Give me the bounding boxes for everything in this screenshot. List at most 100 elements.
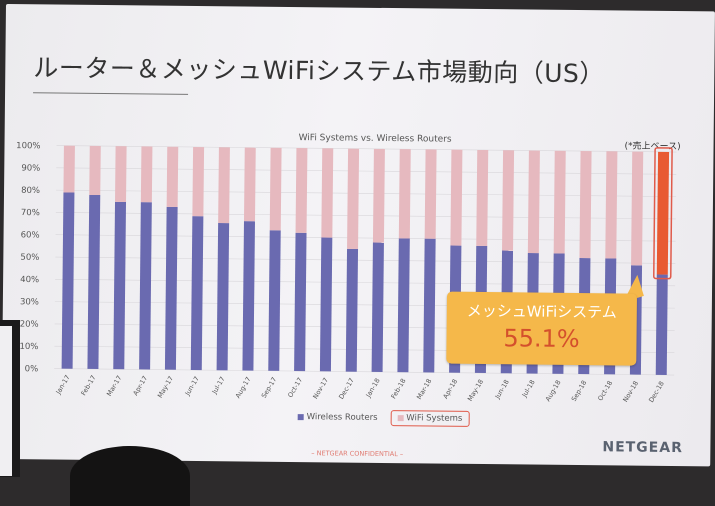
x-tick-label: Jun-17 — [183, 375, 201, 398]
callout-value: 55.1% — [503, 324, 580, 354]
x-tick-label: Feb-18 — [389, 377, 407, 400]
y-tick-label: 100% — [16, 141, 40, 151]
bar-wireless-routers — [216, 223, 230, 371]
x-tick-label: Jan-17 — [54, 374, 72, 397]
legend-item-wifi-systems: WiFi Systems — [390, 410, 470, 427]
x-tick-label: Mar-18 — [415, 377, 433, 400]
bar-wifi-systems — [140, 146, 153, 203]
x-tick-label: Jun-18 — [493, 378, 511, 401]
bar-wifi-systems — [372, 148, 385, 243]
x-tick-label: Oct-18 — [596, 379, 614, 402]
bar-wireless-routers — [113, 201, 127, 370]
bar-wifi-systems — [115, 146, 127, 203]
x-tick-label: May-17 — [156, 375, 175, 400]
legend-label-wireless-routers: Wireless Routers — [306, 412, 378, 423]
bar-wifi-systems — [243, 147, 256, 222]
bar-wifi-systems — [398, 149, 411, 239]
y-tick-label: 30% — [20, 297, 39, 307]
y-tick-label: 80% — [21, 186, 40, 196]
bar-wireless-routers — [61, 192, 75, 369]
gridline — [55, 279, 676, 287]
x-tick-label: Dec-18 — [647, 380, 666, 404]
netgear-logo: NETGEAR — [602, 439, 683, 457]
bar-wifi-systems — [605, 151, 618, 259]
audience-head — [70, 446, 190, 506]
bar-wifi-systems — [553, 150, 566, 254]
x-tick-label: Feb-17 — [79, 374, 97, 397]
x-tick-label: Mar-17 — [105, 374, 123, 397]
bar-wireless-routers — [294, 232, 307, 372]
x-tick-label: Jul-18 — [520, 379, 537, 400]
gridline — [55, 256, 676, 264]
bar-wireless-routers — [423, 238, 436, 373]
x-tick-label: Dec-17 — [337, 377, 356, 401]
y-tick-label: 0% — [25, 364, 39, 374]
bar-wireless-routers — [345, 248, 359, 372]
bar-wireless-routers — [87, 194, 101, 369]
y-tick-label: 20% — [20, 320, 39, 330]
x-tick-label: Nov-18 — [621, 380, 640, 404]
x-tick-label: Sep-18 — [570, 379, 589, 403]
presentation-slide: ルーター＆メッシュWiFiシステム市場動向（US） WiFi Systems v… — [1, 4, 715, 467]
y-tick-label: 90% — [21, 163, 40, 173]
bar-wifi-systems — [269, 147, 282, 231]
bar-wifi-systems — [631, 151, 644, 266]
bar-wifi-systems — [656, 151, 670, 275]
x-tick-label: Sep-17 — [260, 376, 279, 400]
gridline — [56, 189, 677, 197]
monitor-edge — [0, 320, 20, 477]
bar-wifi-systems — [579, 151, 592, 259]
bar-wifi-systems — [63, 145, 75, 193]
x-tick-label: Jan-18 — [364, 377, 382, 400]
x-tick-label: Nov-17 — [311, 376, 330, 400]
x-tick-label: Jul-17 — [210, 375, 227, 396]
bar-wifi-systems — [502, 150, 515, 251]
bar-wifi-systems — [476, 149, 489, 246]
gridline — [56, 145, 677, 153]
bar-wireless-routers — [139, 202, 152, 370]
mesh-share-callout: メッシュWiFiシステム 55.1% — [446, 291, 638, 366]
bar-wifi-systems — [166, 146, 179, 208]
x-tick-label: Oct-17 — [286, 376, 304, 399]
legend-swatch-wifi-systems — [397, 414, 404, 421]
bar-wireless-routers — [242, 221, 255, 371]
gridline — [55, 212, 676, 220]
bar-wireless-routers — [268, 230, 281, 371]
legend-swatch-wireless-routers — [297, 413, 304, 420]
x-tick-label: Aug-17 — [234, 376, 253, 400]
bar-wifi-systems — [450, 149, 463, 246]
bar-wireless-routers — [655, 274, 668, 375]
x-tick-label: May-18 — [466, 378, 485, 403]
legend-label-wifi-systems: WiFi Systems — [406, 413, 463, 424]
bar-wireless-routers — [371, 242, 384, 372]
y-tick-label: 70% — [21, 208, 40, 218]
bar-wireless-routers — [397, 238, 410, 373]
gridline — [55, 234, 676, 242]
y-tick-label: 60% — [21, 230, 40, 240]
bar-wifi-systems — [192, 146, 205, 217]
bar-wifi-systems — [527, 150, 540, 254]
bar-wireless-routers — [190, 216, 204, 371]
x-tick-label: Apr-18 — [441, 378, 459, 401]
bar-wifi-systems — [424, 149, 437, 239]
bar-wireless-routers — [164, 206, 178, 370]
bar-wifi-systems — [295, 148, 308, 233]
y-tick-label: 40% — [20, 275, 39, 285]
y-tick-label: 50% — [20, 253, 39, 263]
bar-wifi-systems — [347, 148, 360, 250]
bar-wifi-systems — [218, 147, 230, 224]
gridline — [54, 368, 675, 376]
x-tick-label: Apr-17 — [131, 374, 149, 397]
y-tick-label: 10% — [19, 342, 38, 352]
bar-wireless-routers — [319, 237, 333, 372]
callout-label: メッシュWiFiシステム — [466, 301, 617, 322]
bar-wifi-systems — [321, 148, 334, 238]
stacked-bar-chart: 0% 10% 20% 30% 40% 50% 60% 70% 80% 90% 100% Jan-17… — [16, 141, 677, 404]
legend-item-wireless-routers: Wireless Routers — [297, 412, 378, 423]
x-tick-label: Aug-18 — [544, 379, 563, 403]
bar-wifi-systems — [89, 145, 101, 196]
confidential-footer: – NETGEAR CONFIDENTIAL – — [311, 449, 404, 459]
chart-legend: Wireless Routers WiFi Systems — [297, 409, 480, 427]
highlight-frame — [653, 147, 673, 280]
gridline — [56, 167, 677, 175]
